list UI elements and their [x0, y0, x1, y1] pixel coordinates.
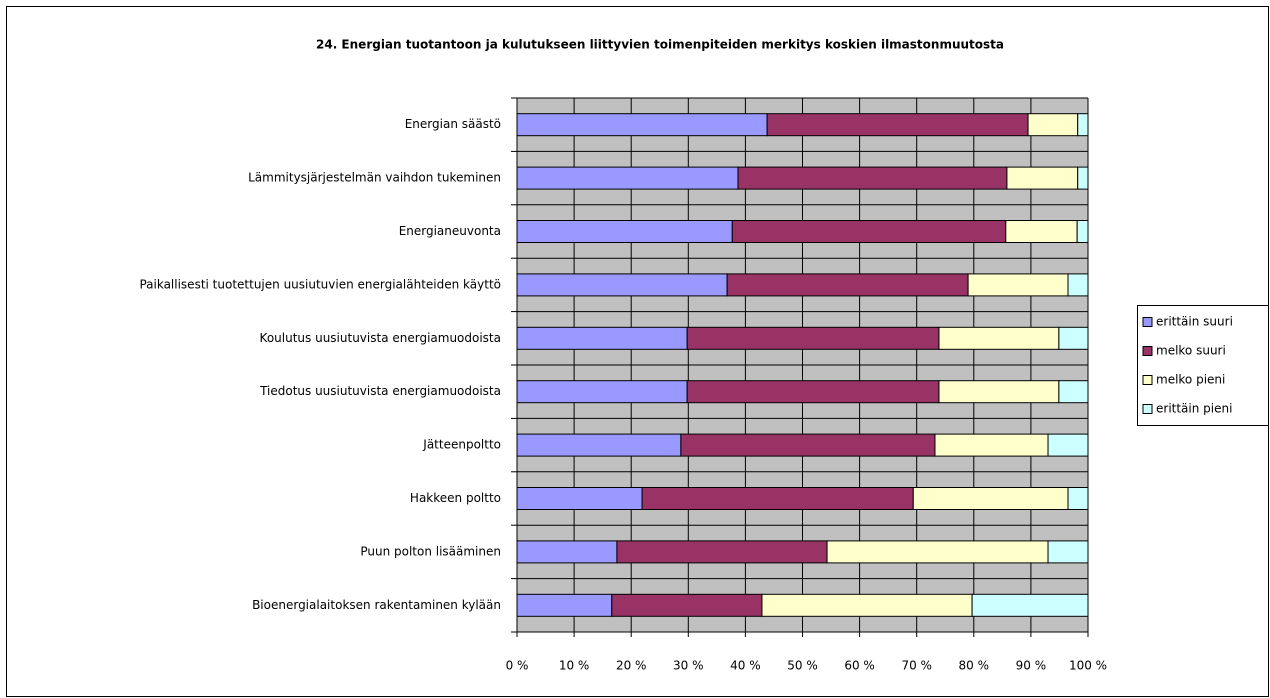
bar-segment [1067, 487, 1089, 510]
y-tick-label: Puun polton lisääminen [360, 544, 501, 558]
bar-segment [938, 380, 1060, 404]
bar-segment [1006, 166, 1079, 190]
bar-segment [611, 593, 763, 617]
bar-segment [1058, 326, 1089, 350]
bar-segment [516, 326, 688, 350]
y-tick-label: Jätteenpoltto [422, 438, 501, 452]
x-tick-label: 90 % [1016, 659, 1047, 673]
legend-box [1137, 305, 1269, 426]
legend-label: melko pieni [1156, 373, 1225, 387]
bar-segment [641, 487, 914, 510]
bar-segment [516, 433, 682, 457]
x-tick-label: 20 % [616, 659, 647, 673]
legend-label: melko suuri [1156, 344, 1226, 358]
bar-segment [737, 166, 1008, 190]
bar-segment [516, 220, 733, 243]
y-tick-label: Bioenergialaitoksen rakentaminen kylään [252, 598, 501, 612]
bar-segment [1077, 166, 1089, 190]
bar-segment [971, 593, 1089, 617]
bar-segment [616, 540, 828, 564]
x-tick-label: 60 % [844, 659, 875, 673]
x-tick-label: 10 % [559, 659, 590, 673]
legend-swatch [1142, 404, 1153, 414]
y-tick-label: Hakkeen poltto [410, 491, 501, 505]
x-tick-label: 80 % [959, 659, 990, 673]
legend-swatch [1142, 317, 1153, 327]
bar-segment [516, 540, 618, 564]
bar-segment [516, 593, 613, 617]
legend-label: erittäin pieni [1156, 402, 1232, 416]
bar-segment [1067, 273, 1089, 297]
y-tick-label: Energianeuvonta [399, 224, 501, 238]
x-tick-label: 30 % [673, 659, 704, 673]
x-tick-label: 40 % [730, 659, 761, 673]
x-tick-label: 100 % [1069, 659, 1107, 673]
bar-segment [967, 273, 1069, 297]
legend-label: erittäin suuri [1156, 315, 1233, 329]
bar-segment [938, 326, 1060, 350]
y-tick-label: Paikallisesti tuotettujen uusiutuvien en… [139, 277, 501, 291]
bar-segment [680, 433, 936, 457]
bar-segment [1077, 113, 1089, 137]
y-tick-label: Koulutus uusiutuvista energiamuodoista [260, 331, 501, 345]
x-tick-label: 50 % [787, 659, 818, 673]
bar-segment [912, 487, 1069, 510]
bar-segment [761, 593, 973, 617]
x-tick-label: 0 % [506, 659, 529, 673]
y-tick-label: Energian säästö [405, 117, 501, 131]
bar-segment [731, 220, 1007, 243]
bar-segment [516, 273, 728, 297]
bar-segment [1047, 433, 1089, 457]
x-tick-label: 70 % [901, 659, 932, 673]
bar-segment [1058, 380, 1089, 404]
chart-title: 24. Energian tuotantoon ja kulutukseen l… [316, 38, 1004, 52]
bar-segment [1047, 540, 1089, 564]
bar-segment [686, 326, 940, 350]
legend-swatch [1142, 346, 1153, 356]
y-tick-label: Tiedotus uusiutuvista energiamuodoista [259, 384, 501, 398]
bar-segment [766, 113, 1029, 137]
bar-segment [516, 166, 739, 190]
bar-segment [516, 380, 688, 404]
bar-segment [686, 380, 940, 404]
y-tick-label: Lämmitysjärjestelmän vaihdon tukeminen [248, 171, 501, 185]
bar-segment [934, 433, 1049, 457]
bar-segment [726, 273, 969, 297]
bar-segment [516, 487, 643, 510]
bar-segment [1027, 113, 1079, 137]
bar-segment [1005, 220, 1078, 243]
bar-segment [1076, 220, 1089, 243]
legend-swatch [1142, 375, 1153, 385]
bar-segment [826, 540, 1049, 564]
bar-segment [516, 113, 768, 137]
